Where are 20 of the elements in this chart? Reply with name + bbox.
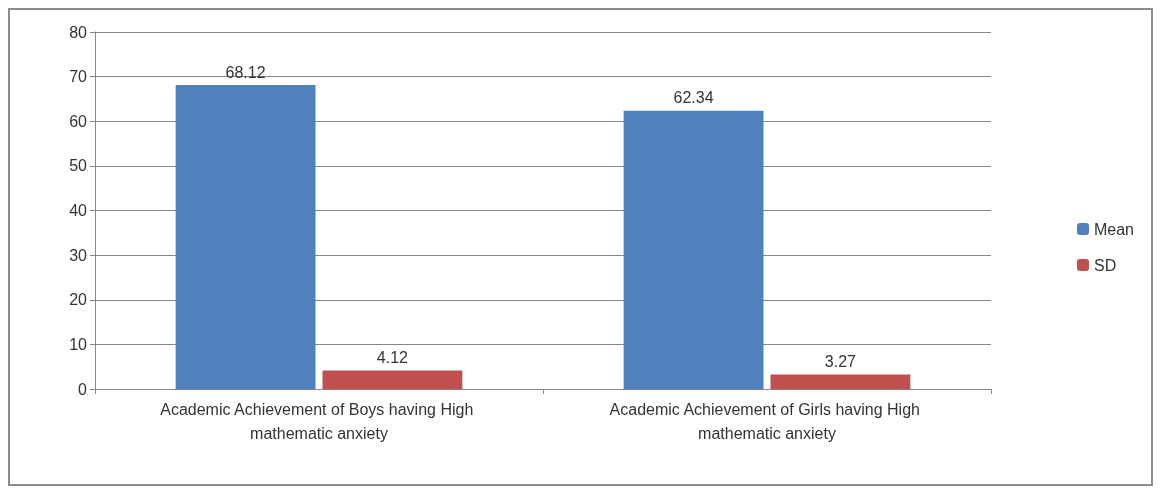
bar [770,374,911,389]
y-tick-label: 50 [69,157,88,175]
data-label: 62.34 [673,89,714,107]
bar [623,110,764,389]
y-tick-label: 20 [69,291,88,309]
data-label: 4.12 [376,349,409,367]
y-tick-label: 70 [69,68,88,86]
bar [322,370,463,389]
y-tick-label: 80 [69,23,88,41]
legend-label: Mean [1093,220,1135,238]
y-tick-label: 40 [69,202,88,219]
y-tick-label: 0 [78,380,88,398]
bar [175,85,316,389]
legend-label: SD [1093,256,1117,274]
x-tick-label: Academic Achievement of Boys having High mathematic anxiety [160,400,478,442]
data-label: 3.27 [824,352,857,370]
x-tick-label: Academic Achievement of Girls having High mathematic anxiety [609,400,925,442]
y-tick-label: 60 [69,112,88,130]
y-tick-label: 30 [69,246,88,264]
y-tick-label: 10 [69,335,88,353]
